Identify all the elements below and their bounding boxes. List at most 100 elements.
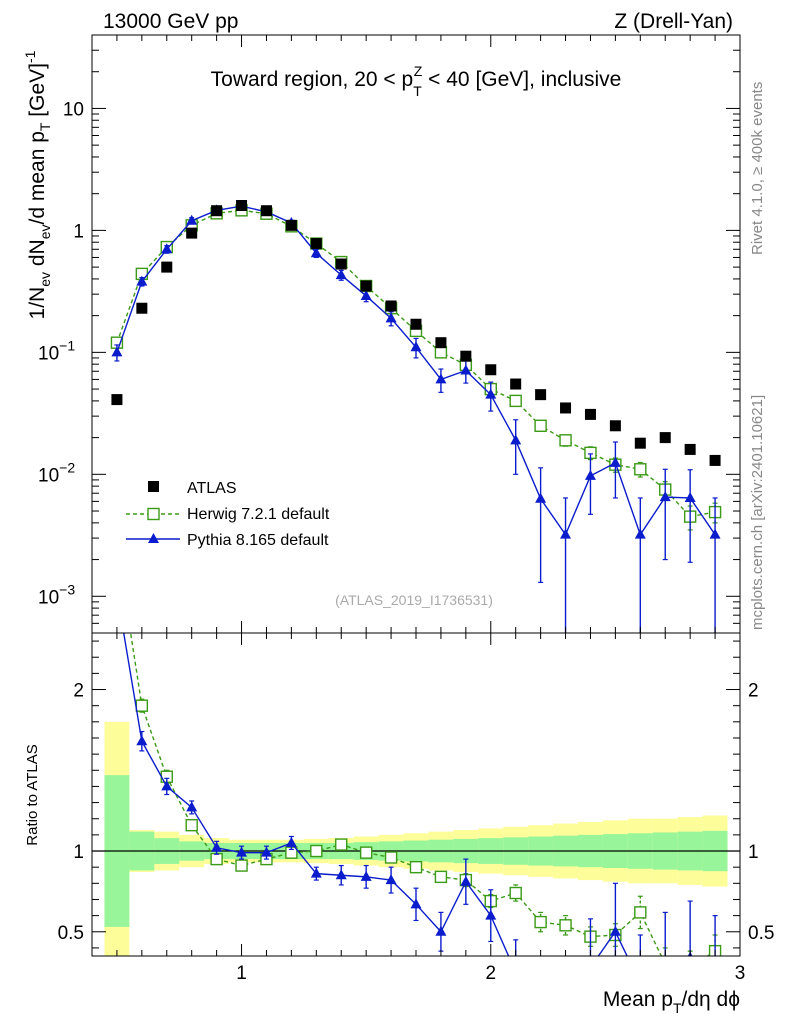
main-point — [211, 205, 223, 217]
ratio-point — [409, 860, 423, 874]
main-point — [435, 337, 447, 349]
main-point — [535, 389, 547, 401]
ratio-point — [660, 959, 671, 970]
main-point — [136, 275, 148, 286]
ratio-point — [685, 962, 696, 973]
ratio-point — [534, 915, 547, 929]
ratio-series-line — [122, 633, 628, 956]
ratio-point — [135, 699, 149, 712]
main-point — [186, 214, 198, 225]
ratio-point — [310, 844, 323, 858]
main-point — [335, 269, 347, 280]
header-left: 13000 GeV pp — [103, 10, 238, 33]
ratio-point — [435, 925, 447, 936]
ratio-point — [510, 966, 521, 976]
ratio-point — [335, 838, 348, 851]
ratio-y-tick-label-right: 0.5 — [748, 923, 774, 944]
ratio-point — [634, 906, 647, 919]
ratio-point — [535, 984, 546, 994]
main-point — [111, 394, 123, 406]
ratio-y-tick-label-left: 1 — [73, 842, 84, 863]
ratio-y-tick-label-right: 1 — [748, 842, 759, 863]
main-point — [161, 261, 173, 273]
main-point — [111, 346, 123, 357]
main-point — [136, 302, 148, 314]
main-point — [285, 219, 297, 231]
main-point — [410, 318, 422, 330]
main-point — [659, 491, 671, 502]
main-point — [310, 238, 322, 250]
ratio-point — [410, 898, 422, 909]
mcplots-reference-text: mcplots.cern.ch [arXiv:2401.10621] — [749, 395, 766, 630]
x-tick-label: 1 — [236, 963, 247, 984]
ratio-panel: 1 2 30.5 0.51 12 2 Ratio to ATLAS Mean pT/dη … — [24, 539, 774, 1016]
main-point — [709, 454, 721, 466]
ratio-point — [186, 801, 198, 812]
legend-label-pythia: Pythia 8.165 default — [187, 532, 329, 549]
main-point — [435, 373, 447, 384]
main-series-line — [116, 209, 716, 518]
main-y-axis-label: 1/Nev dNev/d mean pT [GeV]-1 — [22, 50, 53, 319]
ratio-point — [609, 925, 621, 936]
main-point — [609, 456, 621, 467]
rivet-version-text: Rivet 4.1.0, ≥ 400k events — [749, 82, 766, 255]
main-point — [634, 437, 646, 449]
ratio-y-tick-label-left: 2 — [73, 681, 84, 702]
main-point — [659, 432, 671, 444]
main-y-tick-label: 1 — [73, 221, 84, 242]
main-point — [684, 491, 696, 502]
main-point — [510, 434, 522, 445]
main-point — [485, 364, 497, 376]
main-point — [360, 289, 372, 300]
main-title: Toward region, 20 < pTZ < 40 [GeV], incl… — [211, 63, 622, 99]
main-point — [260, 205, 272, 217]
main-point — [335, 258, 347, 270]
main-point — [360, 280, 372, 292]
ratio-point — [710, 966, 721, 976]
main-y-tick-label: 10−1 — [38, 337, 75, 364]
main-point — [510, 378, 522, 390]
ratio-point — [359, 846, 373, 859]
ratio-y-axis-label: Ratio to ATLAS — [24, 744, 41, 845]
main-series-atlas — [111, 199, 721, 466]
ratio-point — [635, 977, 646, 987]
ratio-point — [161, 780, 173, 791]
legend-marker-herwig — [147, 507, 160, 521]
ratio-point — [509, 886, 522, 900]
main-point — [560, 402, 572, 414]
main-y-tick-label: 10 — [63, 99, 84, 120]
ratio-point — [211, 841, 223, 852]
main-point — [485, 388, 497, 399]
ratio-point — [385, 874, 397, 885]
main-y-tick-label: 10−3 — [38, 581, 75, 608]
ratio-point — [434, 870, 448, 884]
main-panel: 10 1 10−1 10−2 10−3 Toward region, 20 < pTZ … — [22, 34, 741, 634]
legend-marker-pythia — [148, 533, 159, 543]
legend-label-atlas: ATLAS — [187, 480, 237, 497]
main-point — [609, 420, 621, 432]
ratio-point — [335, 869, 347, 880]
ratio-series-pythia — [122, 633, 721, 1002]
main-point — [584, 469, 596, 480]
ratio-point — [185, 818, 198, 832]
header-right: Z (Drell-Yan) — [614, 10, 733, 33]
ratio-point — [236, 846, 248, 857]
ratio-point — [560, 992, 571, 1002]
main-point — [460, 350, 472, 362]
x-axis-label: Mean pT/dη dϕ — [603, 988, 740, 1016]
ratio-point — [310, 867, 322, 878]
ratio-point — [111, 539, 122, 550]
main-point — [434, 346, 448, 359]
main-point — [385, 312, 397, 323]
main-point — [186, 227, 198, 239]
main-point — [634, 463, 647, 476]
main-point — [560, 528, 572, 539]
ratio-point — [210, 852, 223, 866]
main-point — [534, 419, 547, 432]
main-point — [684, 443, 696, 455]
main-y-tick-label: 10−2 — [38, 459, 75, 486]
main-point — [310, 247, 322, 258]
ratio-point — [585, 961, 596, 971]
x-tick-label: 2 — [485, 963, 496, 984]
legend-label-herwig: Herwig 7.2.1 default — [187, 506, 330, 523]
